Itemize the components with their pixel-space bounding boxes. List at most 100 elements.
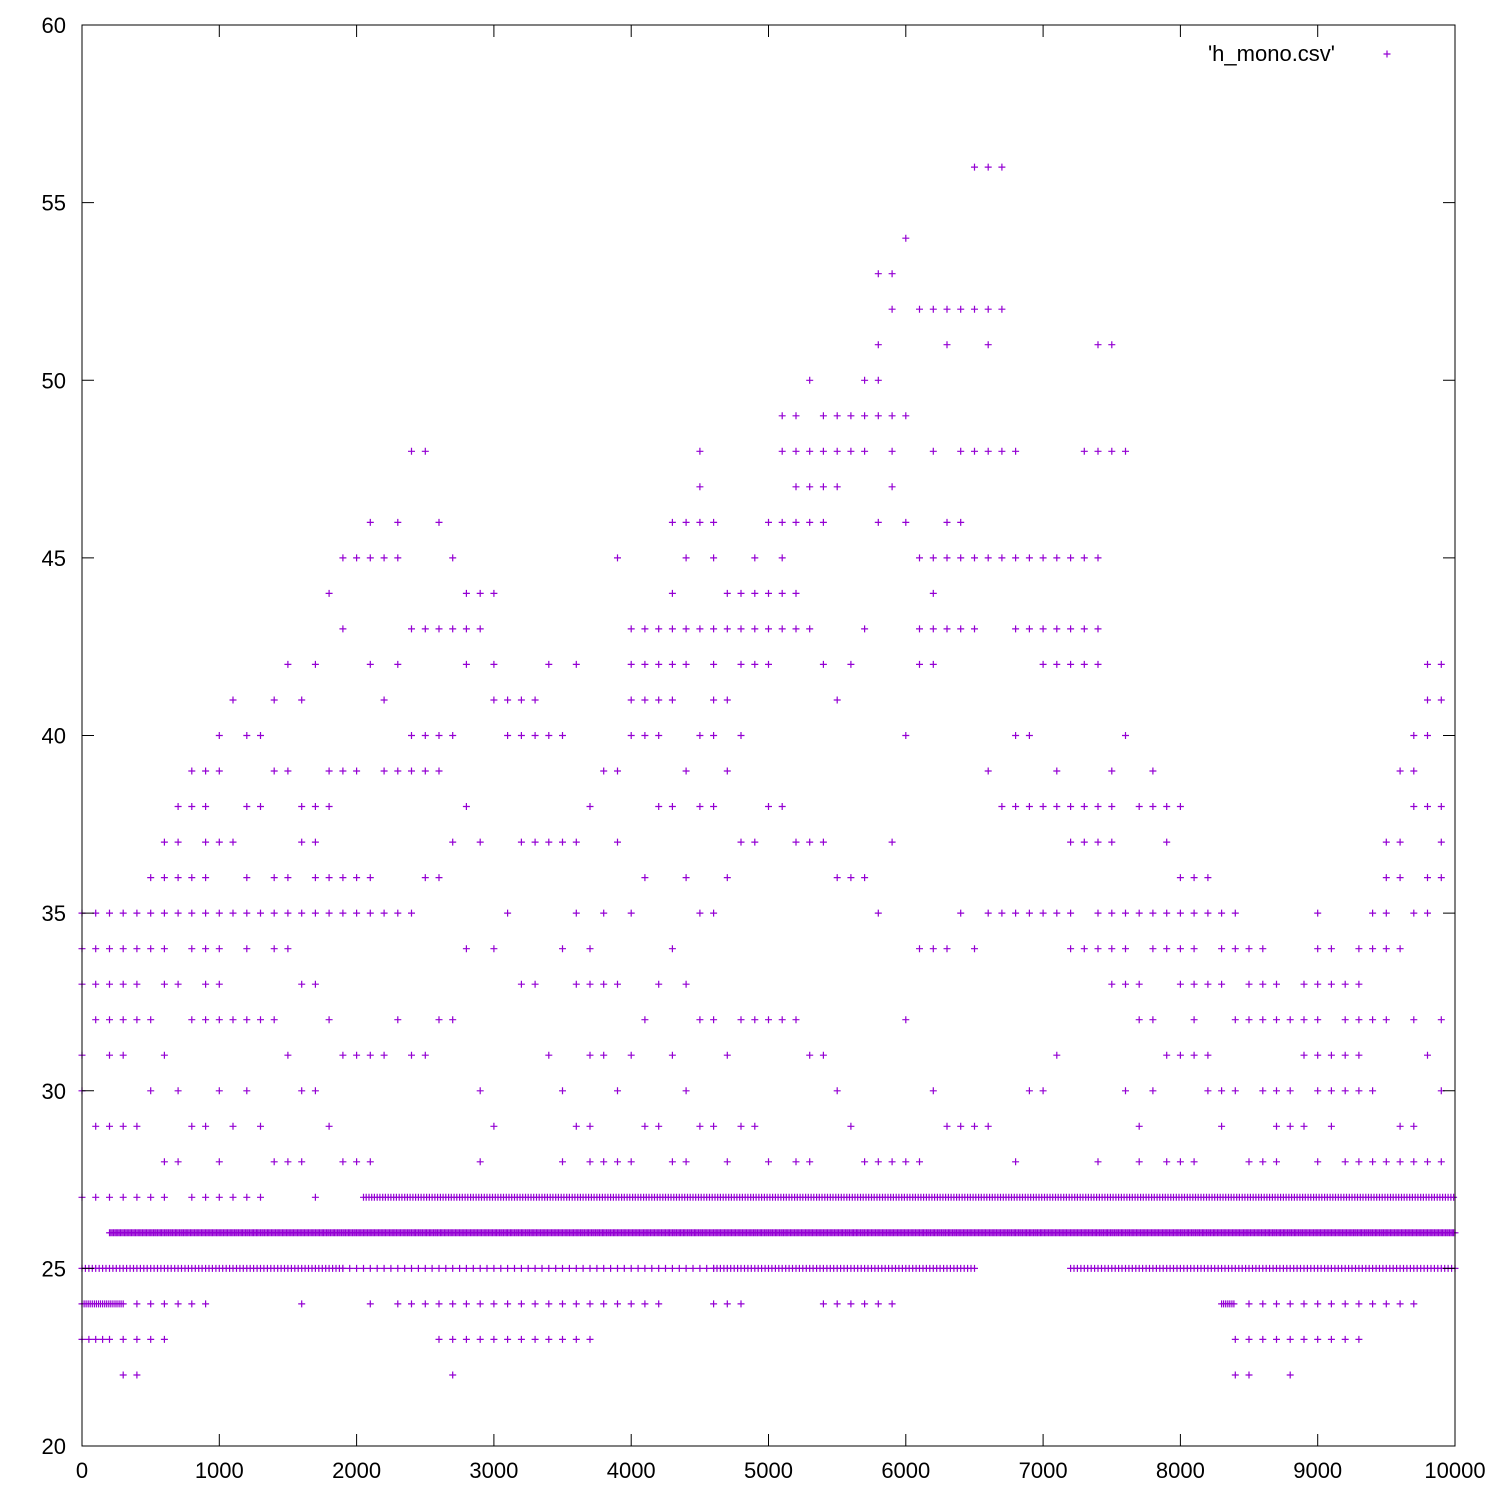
data-point <box>1094 554 1102 562</box>
data-point <box>1204 980 1212 988</box>
y-tick-label: 35 <box>42 901 66 926</box>
data-point <box>1410 1122 1418 1130</box>
data-point <box>1012 803 1020 810</box>
data-point <box>1245 1371 1253 1379</box>
data-point <box>353 554 361 562</box>
data-point <box>284 767 292 775</box>
data-point <box>408 1264 415 1272</box>
data-point <box>1190 980 1198 988</box>
legend: 'h_mono.csv' <box>1208 41 1391 66</box>
data-point <box>806 1158 814 1166</box>
data-point <box>682 980 690 988</box>
data-point <box>874 270 882 278</box>
data-point <box>476 1158 484 1166</box>
data-point <box>284 1158 292 1166</box>
data-point <box>998 554 1006 562</box>
data-point <box>572 1122 580 1130</box>
data-point <box>1369 1087 1377 1095</box>
data-point <box>1163 803 1171 810</box>
data-point <box>1382 874 1390 882</box>
data-point <box>1327 1051 1335 1059</box>
data-point <box>545 1335 553 1343</box>
data-point <box>133 1335 141 1343</box>
data-point <box>311 874 319 882</box>
data-point <box>106 1193 113 1201</box>
data-point <box>710 1122 718 1130</box>
data-point <box>339 767 347 775</box>
data-point <box>1382 1016 1390 1024</box>
data-point <box>408 625 415 633</box>
data-point <box>147 1193 155 1201</box>
data-point <box>215 732 223 739</box>
data-point <box>421 767 429 775</box>
data-point <box>1245 1335 1253 1343</box>
data-point <box>298 838 306 846</box>
data-point <box>215 945 223 953</box>
data-point <box>1314 1087 1322 1095</box>
data-point <box>1424 803 1431 810</box>
data-point <box>1327 1300 1335 1308</box>
data-point <box>394 1016 402 1024</box>
data-point <box>1396 1122 1404 1130</box>
data-point <box>1149 1087 1157 1095</box>
data-point <box>929 554 937 562</box>
data-point <box>202 1300 210 1308</box>
data-point <box>1025 803 1033 810</box>
data-point <box>1245 980 1253 988</box>
data-point <box>627 1300 635 1308</box>
data-point <box>1053 660 1061 668</box>
data-point <box>174 909 182 917</box>
data-point <box>943 625 951 633</box>
data-point <box>655 1264 663 1272</box>
data-point <box>435 625 443 633</box>
data-point <box>572 1335 580 1343</box>
data-point <box>215 1087 223 1095</box>
data-point <box>943 945 951 953</box>
data-point <box>1149 1016 1157 1024</box>
data-point <box>106 1122 113 1130</box>
data-point <box>380 554 388 562</box>
data-point <box>215 1016 223 1024</box>
data-point <box>1314 945 1322 953</box>
data-point <box>957 625 965 633</box>
data-point <box>160 1300 168 1308</box>
data-point <box>806 1051 814 1059</box>
data-point <box>689 1264 697 1272</box>
data-point <box>360 1264 367 1272</box>
data-point <box>1190 1158 1198 1166</box>
data-point <box>668 1051 676 1059</box>
data-point <box>593 1264 601 1272</box>
data-point <box>984 305 992 313</box>
data-point <box>435 1300 443 1308</box>
data-point <box>614 767 621 775</box>
data-point <box>490 1335 498 1343</box>
data-point <box>792 589 800 597</box>
data-point <box>325 874 333 882</box>
data-point <box>614 980 621 988</box>
data-point <box>627 909 635 917</box>
data-point <box>655 1300 663 1308</box>
data-point <box>723 625 731 633</box>
data-point <box>655 732 663 739</box>
data-point <box>1314 1016 1322 1024</box>
data-point <box>476 625 484 633</box>
data-point <box>366 1264 374 1272</box>
data-point <box>243 1087 251 1095</box>
data-point <box>449 625 457 633</box>
data-point <box>847 660 855 668</box>
data-point <box>682 1264 690 1272</box>
data-point <box>1355 1300 1363 1308</box>
data-point <box>916 1158 923 1166</box>
data-point <box>641 874 649 882</box>
data-point <box>1314 1158 1322 1166</box>
y-tick-label: 40 <box>42 724 66 749</box>
data-point <box>119 1193 127 1201</box>
data-point <box>696 909 704 917</box>
data-point <box>160 980 168 988</box>
data-point <box>1080 660 1088 668</box>
data-point <box>215 1193 223 1201</box>
data-point <box>1176 980 1184 988</box>
data-point <box>284 874 292 882</box>
data-point <box>874 376 882 384</box>
data-point <box>202 945 210 953</box>
